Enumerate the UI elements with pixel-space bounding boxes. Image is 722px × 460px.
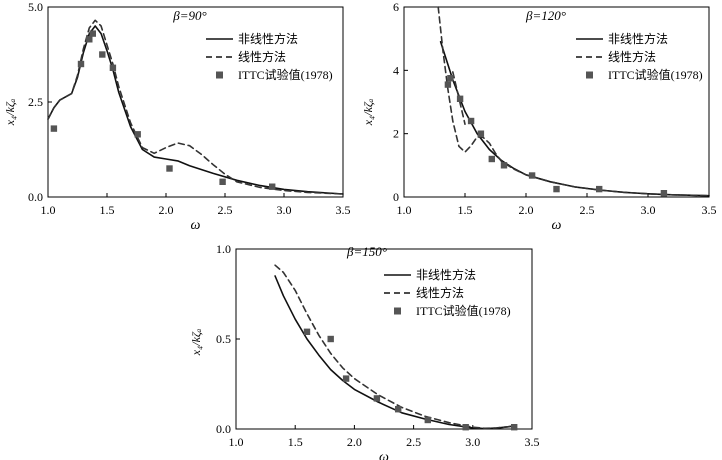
x-tick-label: 2.5 <box>218 203 233 217</box>
legend-marker-point <box>216 71 223 79</box>
chart-title: β=150° <box>346 244 387 259</box>
plot-frame <box>235 248 533 430</box>
data-point <box>134 131 141 138</box>
data-point <box>342 375 350 382</box>
y-tick-label: 1.0 <box>216 242 231 256</box>
legend-label: 线性方法 <box>608 49 656 64</box>
y-tick-label: 0.0 <box>28 190 43 204</box>
y-tick-label: 6 <box>393 0 399 14</box>
data-point <box>444 81 452 88</box>
x-tick-label: 3.0 <box>465 435 480 449</box>
series-line-dashed-2 <box>47 19 344 195</box>
x-tick-label: 3.5 <box>336 203 351 217</box>
data-point <box>500 162 508 169</box>
legend-label: ITTC试验值(1978) <box>238 67 333 82</box>
legend-label: 线性方法 <box>238 49 286 64</box>
y-axis-label: x₄/kζₐ <box>3 98 17 126</box>
series-line-solid-1 <box>47 25 344 195</box>
y-tick-label: 2.5 <box>28 95 43 109</box>
legend-marker-point <box>586 71 593 79</box>
x-tick-label: 1.5 <box>100 203 115 217</box>
data-point <box>77 60 85 68</box>
y-tick-label: 0 <box>393 190 399 204</box>
series-line-dashed-2 <box>274 264 516 430</box>
x-tick-label: 2.5 <box>580 203 595 217</box>
data-point <box>327 335 334 343</box>
data-point <box>456 95 464 102</box>
data-point <box>373 395 381 402</box>
x-tick-label: 2.0 <box>519 203 534 217</box>
data-point <box>166 165 173 172</box>
chart-panel-3: 1.0 1.5 2.0 2.5 3.0 3.5 0.0 0.5 1.0 β=150° ω x₄/kζₐ… <box>189 242 540 460</box>
series-line-dashed-2 <box>437 6 710 197</box>
data-point <box>303 328 311 335</box>
x-tick-label: 1.0 <box>229 435 244 449</box>
y-tick-label: 4 <box>393 63 399 77</box>
legend-label: ITTC试验值(1978) <box>608 67 703 82</box>
legend-label: 非线性方法 <box>416 267 476 282</box>
chart-panel-1: 1.0 1.5 2.0 2.5 3.0 3.5 0.0 2.5 5.0 β=90° ω x₄/kζₐ 非… <box>3 0 351 233</box>
chart-title: β=120° <box>525 8 566 23</box>
data-point <box>462 424 469 431</box>
y-tick-label: 2 <box>393 127 399 141</box>
x-tick-label: 2.0 <box>159 203 174 217</box>
data-point <box>86 36 93 43</box>
y-axis-label: x₄/kζₐ <box>189 328 203 356</box>
chart-title: β=90° <box>172 8 206 23</box>
legend-label: 非线性方法 <box>238 31 298 46</box>
data-point <box>553 185 560 193</box>
data-point <box>467 117 475 125</box>
legend-label: 非线性方法 <box>608 31 668 46</box>
x-tick-label: 1.5 <box>288 435 303 449</box>
series-line-solid-1 <box>439 40 710 197</box>
data-point <box>99 51 106 58</box>
legend-label: ITTC试验值(1978) <box>416 303 511 318</box>
x-tick-label: 3.5 <box>702 203 717 217</box>
x-tick-label: 3.0 <box>641 203 656 217</box>
y-axis-label: x₄/kζₐ <box>361 98 375 126</box>
x-tick-label: 1.0 <box>41 203 56 217</box>
data-point <box>109 64 117 71</box>
data-point <box>50 125 58 132</box>
x-axis-label: ω <box>191 218 201 233</box>
data-point <box>511 424 518 431</box>
y-tick-label: 5.0 <box>28 0 43 14</box>
x-tick-label: 2.5 <box>406 435 421 449</box>
x-tick-label: 1.0 <box>397 203 412 217</box>
x-tick-label: 2.0 <box>347 435 362 449</box>
legend-label: 线性方法 <box>416 285 464 300</box>
legend-marker-point <box>394 307 401 315</box>
data-point <box>219 178 226 185</box>
plot-frame <box>403 6 710 198</box>
data-point <box>269 183 276 190</box>
data-point <box>488 155 495 163</box>
x-axis-label: ω <box>552 218 562 233</box>
data-point <box>660 190 668 197</box>
data-point <box>89 30 96 37</box>
y-tick-label: 0.0 <box>216 422 231 436</box>
x-tick-label: 3.0 <box>277 203 292 217</box>
x-tick-label: 1.5 <box>458 203 473 217</box>
data-point <box>395 406 402 413</box>
x-tick-label: 3.5 <box>525 435 540 449</box>
series-line-dashed-3 <box>451 71 466 125</box>
data-point <box>477 130 485 137</box>
series-line-solid-1 <box>274 275 516 430</box>
data-point <box>424 416 431 424</box>
x-axis-label: ω <box>379 450 389 460</box>
data-point <box>447 75 454 82</box>
chart-panel-2: 1.0 1.5 2.0 2.5 3.0 3.5 0 2 4 6 β=120° ω x₄/kζₐ 非线性方法… <box>361 0 717 233</box>
data-point <box>596 185 603 193</box>
data-point <box>528 172 536 179</box>
y-tick-label: 0.5 <box>216 332 231 346</box>
